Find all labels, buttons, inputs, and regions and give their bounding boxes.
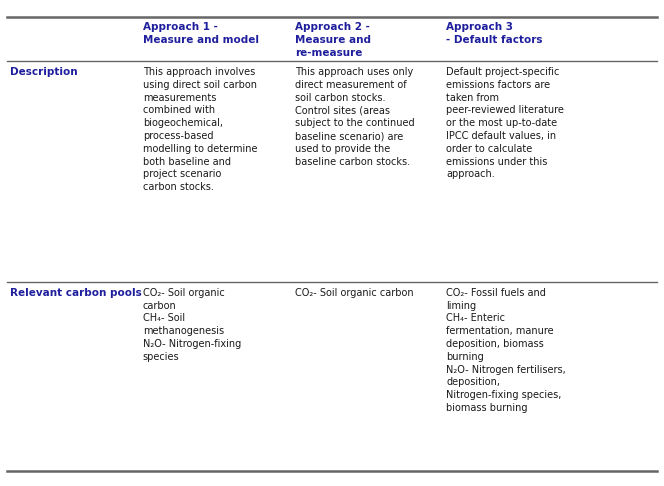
Text: CO₂- Soil organic carbon: CO₂- Soil organic carbon <box>295 288 414 298</box>
Text: Relevant carbon pools: Relevant carbon pools <box>10 288 141 298</box>
Text: Approach 2 -
Measure and
re-measure: Approach 2 - Measure and re-measure <box>295 22 371 58</box>
Text: Description: Description <box>10 67 78 77</box>
Text: Approach 3
- Default factors: Approach 3 - Default factors <box>446 22 542 45</box>
Text: This approach involves
using direct soil carbon
measurements
combined with
bioge: This approach involves using direct soil… <box>143 67 257 192</box>
Text: Approach 1 -
Measure and model: Approach 1 - Measure and model <box>143 22 259 45</box>
Text: CO₂- Fossil fuels and
liming
CH₄- Enteric
fermentation, manure
deposition, bioma: CO₂- Fossil fuels and liming CH₄- Enteri… <box>446 288 566 413</box>
Text: CO₂- Soil organic
carbon
CH₄- Soil
methanogenesis
N₂O- Nitrogen-fixing
species: CO₂- Soil organic carbon CH₄- Soil metha… <box>143 288 241 362</box>
Text: Default project-specific
emissions factors are
taken from
peer-reviewed literatu: Default project-specific emissions facto… <box>446 67 564 179</box>
Text: This approach uses only
direct measurement of
soil carbon stocks.
Control sites : This approach uses only direct measureme… <box>295 67 415 167</box>
